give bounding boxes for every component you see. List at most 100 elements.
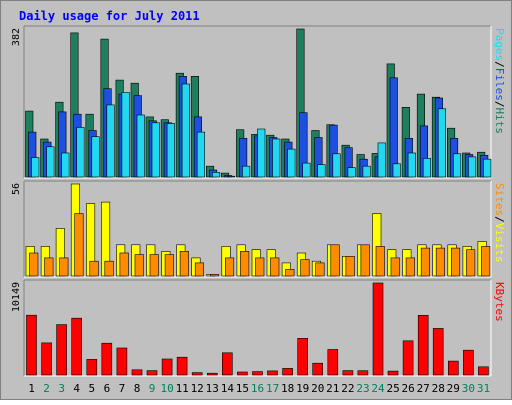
pages-bar-day-4 xyxy=(76,127,85,178)
pages-bar-day-18 xyxy=(287,148,296,178)
pages-bar-day-8 xyxy=(136,114,145,178)
kbytes-bar-day-1 xyxy=(26,314,37,376)
sites-bar-day-21 xyxy=(330,244,340,277)
x-tick-label-day-2: 2 xyxy=(43,382,50,395)
kbytes-bar-day-19 xyxy=(297,337,309,376)
sites-bar-day-16 xyxy=(255,257,265,277)
sites-bar-day-15 xyxy=(240,251,250,277)
x-tick-label-day-22: 22 xyxy=(341,382,354,395)
sites-bar-day-27 xyxy=(420,247,431,277)
kbytes-bar-day-8 xyxy=(131,369,143,376)
kbytes-bar-day-7 xyxy=(116,347,128,376)
visits-panel-max-label: 56 xyxy=(11,183,22,195)
pages-bar-day-3 xyxy=(61,152,70,178)
sites-bar-day-2 xyxy=(44,257,54,277)
pages-bar-day-27 xyxy=(422,158,432,178)
hits-panel-legend: Pages/Files/Hits xyxy=(493,28,506,134)
kbytes-bar-day-3 xyxy=(56,324,67,376)
x-tick-label-day-13: 13 xyxy=(206,382,219,395)
sites-bar-day-1 xyxy=(29,252,39,277)
x-tick-label-day-19: 19 xyxy=(296,382,309,395)
pages-bar-day-21 xyxy=(332,153,341,178)
x-tick-label-day-27: 27 xyxy=(417,382,430,395)
kbytes-bar-day-9 xyxy=(146,370,158,376)
pages-bar-day-2 xyxy=(46,146,55,178)
kbytes-bar-day-5 xyxy=(86,359,98,376)
x-tick-label-day-15: 15 xyxy=(236,382,249,395)
x-tick-label-day-4: 4 xyxy=(73,382,80,395)
kbytes-bar-day-25 xyxy=(387,370,399,376)
kbytes-bar-day-6 xyxy=(101,342,113,376)
kbytes-bar-day-29 xyxy=(447,360,459,376)
x-tick-label-day-10: 10 xyxy=(160,382,173,395)
pages-bar-day-10 xyxy=(166,123,175,178)
kbytes-bar-day-11 xyxy=(176,356,188,376)
sites-bar-day-25 xyxy=(390,257,400,277)
kbytes-bar-day-30 xyxy=(463,349,474,376)
kbytes-bar-day-14 xyxy=(222,352,233,376)
x-tick-label-day-26: 26 xyxy=(401,382,414,395)
pages-bar-day-20 xyxy=(317,164,326,178)
x-tick-label-day-17: 17 xyxy=(266,382,279,395)
x-tick-label-day-16: 16 xyxy=(251,382,264,395)
kbytes-bar-day-2 xyxy=(41,342,52,376)
kbytes-bar-day-12 xyxy=(191,372,203,376)
x-tick-label-day-7: 7 xyxy=(119,382,126,395)
pages-bar-day-5 xyxy=(91,136,100,178)
pages-bar-day-29 xyxy=(452,153,462,178)
kbytes-bar-day-20 xyxy=(312,362,324,376)
x-tick-label-day-3: 3 xyxy=(58,382,65,395)
sites-bar-day-17 xyxy=(270,257,280,277)
pages-bar-day-13 xyxy=(212,172,221,178)
sites-bar-day-13 xyxy=(210,274,220,277)
kbytes-bar-day-18 xyxy=(282,368,293,376)
pages-bar-day-25 xyxy=(392,163,401,178)
x-tick-label-day-5: 5 xyxy=(88,382,95,395)
pages-bar-day-28 xyxy=(437,108,447,178)
sites-bar-day-8 xyxy=(134,254,144,277)
x-tick-label-day-25: 25 xyxy=(386,382,399,395)
kbytes-bar-day-22 xyxy=(342,370,354,376)
pages-bar-day-15 xyxy=(242,165,251,178)
x-tick-label-day-24: 24 xyxy=(371,382,385,395)
sites-bar-day-24 xyxy=(375,246,385,277)
kbytes-panel-max-label: 10149 xyxy=(11,282,22,312)
sites-bar-day-26 xyxy=(405,257,415,277)
chart-panels: 382 Pages/Files/Hits 56 Sites/Visits 10149 KB… xyxy=(11,25,506,377)
hits-panel: 382 Pages/Files/Hits xyxy=(11,25,506,179)
sites-bar-day-22 xyxy=(345,255,355,277)
x-tick-label-day-11: 11 xyxy=(176,382,189,395)
pages-bar-day-9 xyxy=(151,122,160,178)
pages-bar-day-17 xyxy=(272,138,281,178)
kbytes-panel-legend: KBytes xyxy=(493,282,506,322)
pages-bar-day-16 xyxy=(257,128,266,178)
sites-bar-day-10 xyxy=(164,254,174,277)
sites-bar-day-9 xyxy=(149,254,159,277)
pages-bar-day-24 xyxy=(377,142,386,178)
sites-bar-day-18 xyxy=(285,269,295,277)
sites-bar-day-14 xyxy=(225,257,235,277)
x-tick-label-day-23: 23 xyxy=(356,382,369,395)
x-tick-label-day-18: 18 xyxy=(281,382,294,395)
sites-bar-day-7 xyxy=(119,252,129,277)
sites-bar-day-20 xyxy=(315,262,325,277)
kbytes-bar-day-31 xyxy=(478,366,489,376)
kbytes-bar-day-26 xyxy=(402,340,414,376)
x-axis-day-labels: 1 2 3 4 5 6 7 8 9 10 11 12 13 14 15 16 17 18 19 20 21 22 23 24 2… xyxy=(28,382,490,395)
hits-panel-max-label: 382 xyxy=(11,28,22,46)
kbytes-bar-day-16 xyxy=(252,371,263,376)
x-tick-label-day-9: 9 xyxy=(149,382,156,395)
pages-bar-day-14 xyxy=(227,175,236,178)
sites-bar-day-12 xyxy=(194,262,204,277)
kbytes-bar-day-27 xyxy=(417,314,429,376)
x-tick-label-day-8: 8 xyxy=(134,382,141,395)
sites-bar-day-6 xyxy=(104,260,114,277)
sites-bar-day-30 xyxy=(466,249,476,277)
kbytes-bar-day-10 xyxy=(161,358,173,376)
pages-bar-day-22 xyxy=(347,167,356,178)
sites-bar-day-19 xyxy=(300,259,310,277)
x-tick-label-day-30: 30 xyxy=(462,382,475,395)
x-tick-label-day-1: 1 xyxy=(28,382,35,395)
kbytes-bar-day-17 xyxy=(267,370,278,376)
